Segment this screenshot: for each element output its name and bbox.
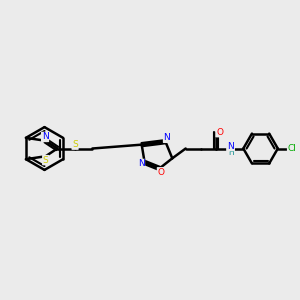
Text: O: O	[216, 128, 223, 137]
Text: H: H	[229, 148, 234, 157]
Text: O: O	[158, 168, 164, 177]
Text: N: N	[138, 160, 145, 169]
Text: Cl: Cl	[288, 144, 296, 153]
Text: N: N	[227, 142, 234, 151]
Text: S: S	[43, 156, 49, 165]
Text: S: S	[72, 140, 78, 149]
Text: N: N	[42, 132, 48, 141]
Text: N: N	[164, 133, 170, 142]
